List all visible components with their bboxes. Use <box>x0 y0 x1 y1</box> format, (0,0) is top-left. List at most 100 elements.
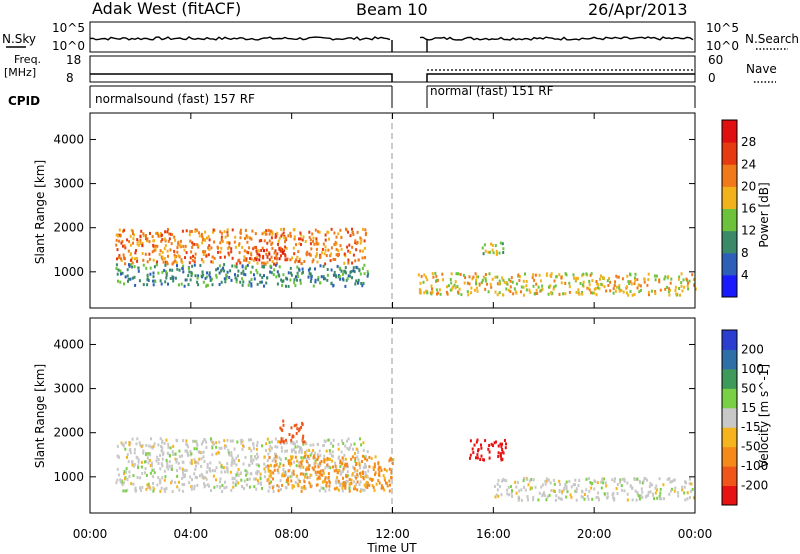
velocity-colorbar-frame <box>721 329 738 506</box>
power-data-pixel <box>186 278 188 282</box>
power-data-pixel <box>132 232 134 236</box>
velocity-data-pixel <box>257 464 260 468</box>
velocity-data-pixel <box>662 483 665 487</box>
velocity-data-pixel <box>292 435 295 438</box>
velocity-data-pixel <box>309 443 312 447</box>
velocity-data-pixel <box>230 454 233 457</box>
power-data-pixel <box>219 241 222 245</box>
velocity-data-pixel <box>204 476 207 480</box>
power-data-pixel <box>253 246 256 249</box>
power-data-pixel <box>268 252 271 256</box>
velocity-data-pixel <box>570 485 573 489</box>
power-data-pixel <box>201 234 204 238</box>
velocity-data-pixel <box>320 486 323 490</box>
velocity-data-pixel <box>597 491 600 495</box>
velocity-data-pixel <box>292 472 295 476</box>
velocity-data-pixel <box>518 489 521 493</box>
power-data-pixel <box>137 243 140 247</box>
power-data-pixel <box>215 275 218 279</box>
power-data-pixel <box>668 293 671 297</box>
velocity-data-pixel <box>339 459 342 463</box>
power-data-pixel <box>367 272 370 276</box>
velocity-data-pixel <box>575 489 578 493</box>
velocity-data-pixel <box>355 447 358 451</box>
power-data-pixel <box>537 285 540 289</box>
power-data-pixel <box>115 267 118 270</box>
power-data-pixel <box>278 257 281 261</box>
power-data-pixel <box>334 240 337 244</box>
power-data-pixel <box>146 278 149 282</box>
power-data-pixel <box>473 288 476 292</box>
velocity-data-pixel <box>348 446 351 450</box>
power-data-pixel <box>201 270 204 274</box>
power-data-pixel <box>422 280 425 284</box>
velocity-data-pixel <box>548 493 551 497</box>
velocity-data-pixel <box>139 476 142 480</box>
power-data-pixel <box>491 248 494 252</box>
velocity-data-pixel <box>273 464 276 468</box>
velocity-data-pixel <box>480 454 483 458</box>
power-data-pixel <box>620 288 623 292</box>
velocity-data-pixel <box>362 472 364 475</box>
time-axis-label: Time UT <box>366 541 417 554</box>
velocity-data-pixel <box>382 474 385 478</box>
velocity-data-pixel <box>184 449 187 453</box>
velocity-data-pixel <box>370 457 373 461</box>
velocity-data-pixel <box>523 485 525 489</box>
power-data-pixel <box>315 242 318 246</box>
velocity-data-pixel <box>591 482 594 485</box>
power-data-pixel <box>647 290 650 294</box>
velocity-data-pixel <box>654 491 657 495</box>
power-data-pixel <box>475 286 478 290</box>
velocity-data-pixel <box>302 434 305 438</box>
velocity-data-pixel <box>383 467 386 471</box>
velocity-data-pixel <box>282 419 285 423</box>
power-data-pixel <box>245 257 248 261</box>
velocity-data-pixel <box>241 447 244 451</box>
power-data-pixel <box>202 250 205 254</box>
velocity-data-pixel <box>292 442 295 446</box>
velocity-data-pixel <box>200 442 203 446</box>
power-data-pixel <box>483 243 486 247</box>
velocity-data-pixel <box>344 444 347 448</box>
power-data-pixel <box>575 290 578 294</box>
velocity-data-pixel <box>185 439 188 443</box>
power-data-pixel <box>352 269 355 273</box>
power-data-pixel <box>467 293 470 297</box>
power-data-pixel <box>314 267 316 271</box>
velocity-data-pixel <box>597 496 600 500</box>
velocity-data-pixel <box>546 495 549 499</box>
power-data-pixel <box>171 268 174 272</box>
velocity-data-pixel <box>137 460 140 464</box>
velocity-data-pixel <box>323 480 326 484</box>
power-data-pixel <box>330 252 333 256</box>
power-data-pixel <box>242 269 245 273</box>
power-data-pixel <box>206 236 208 240</box>
power-data-pixel <box>280 254 282 258</box>
power-data-pixel <box>346 277 349 281</box>
power-data-pixel <box>171 262 174 266</box>
velocity-data-pixel <box>354 452 356 456</box>
velocity-data-pixel <box>314 451 316 455</box>
velocity-data-pixel <box>490 442 493 446</box>
power-data-pixel <box>354 282 357 286</box>
power-data-pixel <box>335 235 338 239</box>
power-data-pixel <box>115 233 118 237</box>
power-data-pixel <box>315 240 318 244</box>
velocity-data-pixel <box>210 437 213 441</box>
velocity-data-pixel <box>159 489 162 493</box>
power-data-pixel <box>152 258 155 262</box>
velocity-data-pixel <box>569 493 572 497</box>
velocity-data-pixel <box>183 475 186 478</box>
velocity-data-pixel <box>220 470 223 474</box>
power-data-pixel <box>333 231 336 235</box>
power-data-pixel <box>344 284 347 288</box>
velocity-data-pixel <box>575 487 578 491</box>
power-data-pixel <box>278 246 281 250</box>
velocity-data-pixel <box>332 438 335 442</box>
power-data-pixel <box>576 276 579 280</box>
velocity-data-pixel <box>623 489 626 493</box>
power-data-pixel <box>129 234 132 238</box>
power-data-pixel <box>285 246 288 250</box>
velocity-data-pixel <box>193 458 196 462</box>
